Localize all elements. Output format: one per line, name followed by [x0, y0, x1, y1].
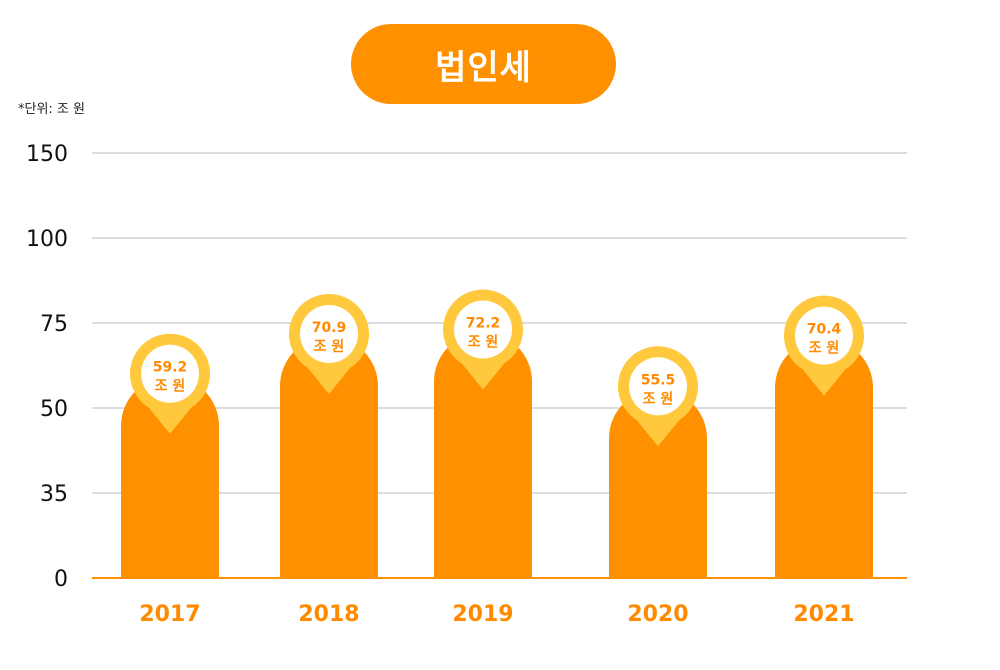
bar [433, 332, 532, 578]
data-label-unit: 조 원 [468, 335, 499, 351]
y-tick-label: 0 [54, 567, 68, 592]
data-label-unit: 조 원 [809, 341, 840, 357]
bar [121, 376, 219, 578]
bar [609, 389, 707, 578]
x-tick-label: 2019 [452, 602, 513, 627]
y-tick-label: 75 [40, 312, 68, 337]
pin-inner-circle [629, 357, 687, 416]
pin-inner-circle [454, 300, 512, 359]
data-label-unit: 조 원 [643, 391, 674, 407]
data-label-value: 70.9 [312, 320, 347, 336]
data-label-unit: 조 원 [314, 339, 345, 355]
y-tick-label: 150 [26, 142, 68, 167]
bar [775, 338, 873, 578]
value-pin: 59.2 조 원 [129, 333, 210, 434]
x-tick-label: 2020 [627, 602, 688, 627]
pin-inner-circle [300, 304, 358, 363]
value-pin: 70.4 조 원 [784, 295, 865, 396]
bar-layer [121, 332, 873, 578]
x-tick-label: 2018 [298, 602, 359, 627]
x-tick-label: 2021 [793, 602, 854, 627]
pin-inner-circle [141, 344, 199, 403]
x-axis-labels: 2017 2018 2019 2020 2021 [139, 602, 854, 627]
data-label-value: 70.4 [807, 322, 842, 338]
pin-inner-circle [795, 306, 853, 365]
chart-title: 법인세 [351, 24, 616, 104]
bar [280, 336, 378, 578]
unit-note: *단위: 조 원 [18, 102, 85, 117]
x-tick-label: 2017 [139, 602, 200, 627]
data-label-value: 59.2 [153, 360, 188, 376]
pin-layer: 59.2 조 원 70.9 조 원 72.2 조 원 55.5 조 원 70.4 조 원 [129, 289, 865, 447]
data-label-value: 72.2 [466, 316, 501, 332]
value-pin: 70.9 조 원 [289, 293, 369, 394]
value-pin: 72.2 조 원 [443, 289, 523, 390]
data-label-value: 55.5 [641, 372, 676, 388]
data-label-unit: 조 원 [155, 379, 186, 395]
y-tick-label: 35 [40, 482, 68, 507]
value-pin: 55.5 조 원 [618, 346, 699, 447]
y-tick-label: 100 [26, 227, 68, 252]
y-tick-label: 50 [40, 397, 68, 422]
